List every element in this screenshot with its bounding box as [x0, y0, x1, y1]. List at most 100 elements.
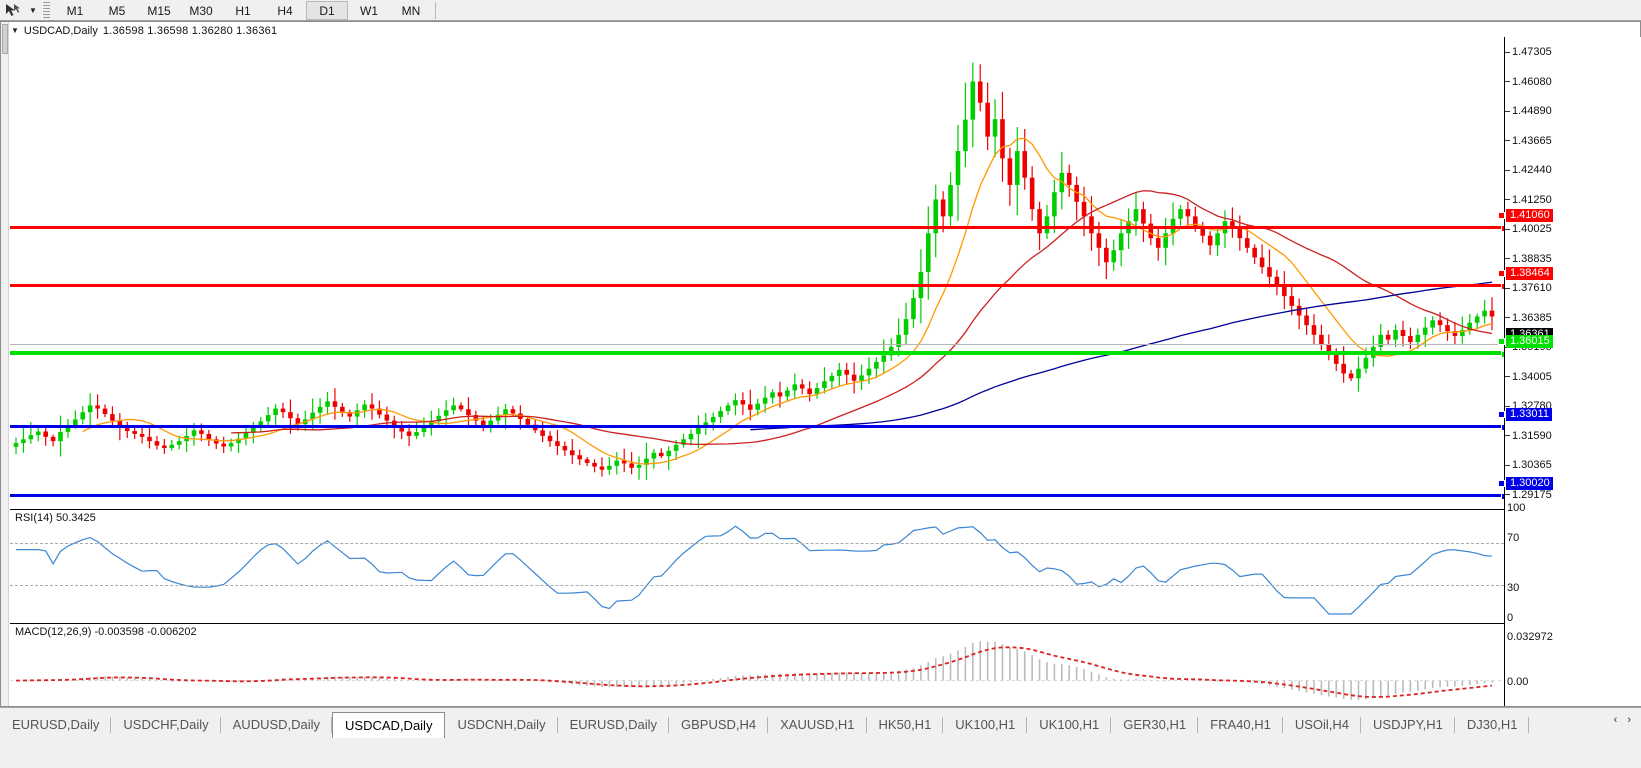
support-line-1[interactable]: [10, 424, 1504, 431]
chart-symbol-label: USDCAD,Daily: [23, 25, 98, 37]
price-tick-label: 1.36385: [1505, 312, 1552, 324]
price-tick-label: 1.34005: [1505, 371, 1552, 383]
tab-scroll-left-icon[interactable]: ‹: [1613, 714, 1618, 726]
chart-tab-ger30-h1[interactable]: GER30,H1: [1111, 712, 1199, 738]
timeframe-button-h1[interactable]: H1: [235, 3, 251, 18]
chart-tab-label: GBPUSD,H4: [680, 717, 757, 732]
chart-tab-eurusd-daily[interactable]: EURUSD,Daily: [558, 712, 669, 738]
chart-symbol-header: ▼ USDCAD,Daily 1.36598 1.36598 1.36280 1…: [11, 24, 277, 38]
line-handle[interactable]: [1501, 493, 1504, 500]
tick-value: 1.43665: [1512, 134, 1552, 147]
badge-handle[interactable]: [1498, 338, 1505, 345]
chart-tab-usdchf-daily[interactable]: USDCHF,Daily: [111, 712, 221, 738]
scrollbar-thumb[interactable]: [2, 24, 8, 54]
timeframe-button-w1[interactable]: W1: [360, 3, 378, 18]
caret-down-icon[interactable]: ▼: [11, 26, 19, 35]
price-tick-label: 1.40025: [1505, 223, 1552, 235]
chart-tabs: EURUSD,Daily USDCHF,Daily AUDUSD,Daily USDC…: [0, 712, 1606, 738]
badge-handle[interactable]: [1498, 480, 1505, 487]
timeframe-button-m1[interactable]: M1: [66, 3, 84, 18]
price-tick-label: 1.47305: [1505, 46, 1552, 58]
timeframe-button-h4[interactable]: H4: [277, 3, 293, 18]
tick-mark: [1505, 464, 1510, 466]
chart-tab-uk100-h1[interactable]: UK100,H1: [943, 712, 1028, 738]
resistance-line-2[interactable]: [10, 283, 1504, 290]
tick-mark: [1505, 494, 1510, 496]
tab-divider: [331, 717, 333, 733]
line-handle[interactable]: [1501, 283, 1504, 290]
tab-divider: [219, 717, 221, 733]
tab-divider: [1281, 717, 1283, 733]
chart-tab-usoil-h4[interactable]: USOil,H4: [1283, 712, 1362, 738]
chart-tab-hk50-h1[interactable]: HK50,H1: [867, 712, 944, 738]
tab-divider: [1453, 717, 1455, 733]
badge-handle[interactable]: [1498, 411, 1505, 418]
chart-tab-label: USDJPY,H1: [1373, 717, 1443, 732]
chart-tab-label: EURUSD,Daily: [569, 717, 657, 732]
price-pane[interactable]: [10, 37, 1504, 505]
timeframe-button-m5[interactable]: M5: [108, 3, 126, 18]
price-tick-label: 1.46080: [1505, 76, 1552, 88]
chart-tab-usdjpy-h1[interactable]: USDJPY,H1: [1361, 712, 1455, 738]
tab-scroll-right-icon[interactable]: ›: [1627, 714, 1631, 726]
badge-handle[interactable]: [1498, 212, 1505, 219]
tick-mark: [1505, 258, 1510, 260]
tab-divider: [942, 717, 944, 733]
chart-tab-label: USDCNH,Daily: [457, 717, 546, 732]
chevron-down-icon[interactable]: ▼: [29, 5, 37, 15]
tick-mark: [1505, 376, 1510, 378]
line-handle[interactable]: [1501, 225, 1504, 232]
price-tick-label: 1.37610: [1505, 282, 1552, 294]
crosshair-cursor-icon[interactable]: [0, 1, 26, 20]
tick-value: 1.29175: [1512, 488, 1552, 501]
price-badge-resistance[interactable]: 1.41060: [1498, 209, 1553, 222]
price-badge-support[interactable]: 1.30020: [1498, 477, 1553, 490]
macd-label: MACD(12,26,9) -0.003598 -0.006202: [15, 626, 197, 638]
rsi-tick-label: 70: [1507, 532, 1520, 544]
tick-mark: [1505, 405, 1510, 407]
rsi-tick-label: 0: [1507, 612, 1514, 624]
tab-scroll-nav: ‹ ›: [1606, 708, 1641, 726]
chart-tab-dj30-h1[interactable]: DJ30,H1: [1455, 712, 1530, 738]
line-handle[interactable]: [1501, 351, 1504, 358]
tick-value: 1.38835: [1512, 252, 1552, 265]
tick-value: 1.42440: [1512, 164, 1552, 176]
chart-tab-label: EURUSD,Daily: [12, 717, 100, 732]
current-level-line[interactable]: [10, 351, 1504, 358]
chart-tab-usdcnh-daily[interactable]: USDCNH,Daily: [445, 712, 558, 738]
chart-tab-label: UK100,H1: [955, 717, 1016, 732]
tick-value: 1.37610: [1512, 282, 1552, 294]
price-badge-support[interactable]: 1.33011: [1498, 408, 1552, 421]
resistance-line-1[interactable]: [10, 225, 1504, 232]
chart-tab-gbpusd-h4[interactable]: GBPUSD,H4: [669, 712, 769, 738]
chart-tab-uk100-h1[interactable]: UK100,H1: [1027, 712, 1112, 738]
chart-tab-usdcad-daily[interactable]: USDCAD,Daily: [332, 712, 446, 738]
price-badge-resistance[interactable]: 1.38464: [1498, 267, 1553, 280]
price-scale-axis[interactable]: 1.47305 1.46080 1.44890 1.43665 1.42440 1.412…: [1498, 37, 1641, 718]
timeframe-button-m30[interactable]: M30: [189, 3, 213, 18]
badge-handle[interactable]: [1498, 270, 1505, 277]
chart-tab-eurusd-daily[interactable]: EURUSD,Daily: [0, 712, 112, 738]
tick-mark: [1505, 169, 1510, 171]
timeframe-button-mn[interactable]: MN: [401, 3, 421, 18]
chart-tab-label: USOil,H4: [1294, 717, 1350, 732]
price-tick-label: 1.42440: [1505, 164, 1552, 176]
tick-value: 1.40025: [1512, 223, 1552, 235]
chart-tab-fra40-h1[interactable]: FRA40,H1: [1198, 712, 1283, 738]
rsi-pane[interactable]: RSI(14) 50.3425: [10, 509, 1504, 621]
macd-pane[interactable]: MACD(12,26,9) -0.003598 -0.006202: [10, 623, 1504, 706]
timeframe-button-m15[interactable]: M15: [147, 3, 171, 18]
chart-tab-audusd-daily[interactable]: AUDUSD,Daily: [221, 712, 333, 738]
chart-vertical-scrollbar[interactable]: [1, 22, 9, 706]
tick-mark: [1505, 317, 1510, 319]
price-badge-current-level[interactable]: 1.36015: [1498, 335, 1553, 348]
tick-mark: [1505, 51, 1510, 53]
toolbar-grip-icon[interactable]: [42, 1, 50, 19]
rsi-line-chart: [16, 525, 1493, 615]
chart-tab-xauusd-h1[interactable]: XAUUSD,H1: [768, 712, 867, 738]
support-line-2[interactable]: [10, 493, 1504, 500]
line-handle[interactable]: [1501, 424, 1504, 431]
timeframe-button-d1[interactable]: D1: [306, 0, 348, 20]
tab-divider: [667, 717, 669, 733]
rsi-tick-label: 30: [1507, 582, 1520, 594]
